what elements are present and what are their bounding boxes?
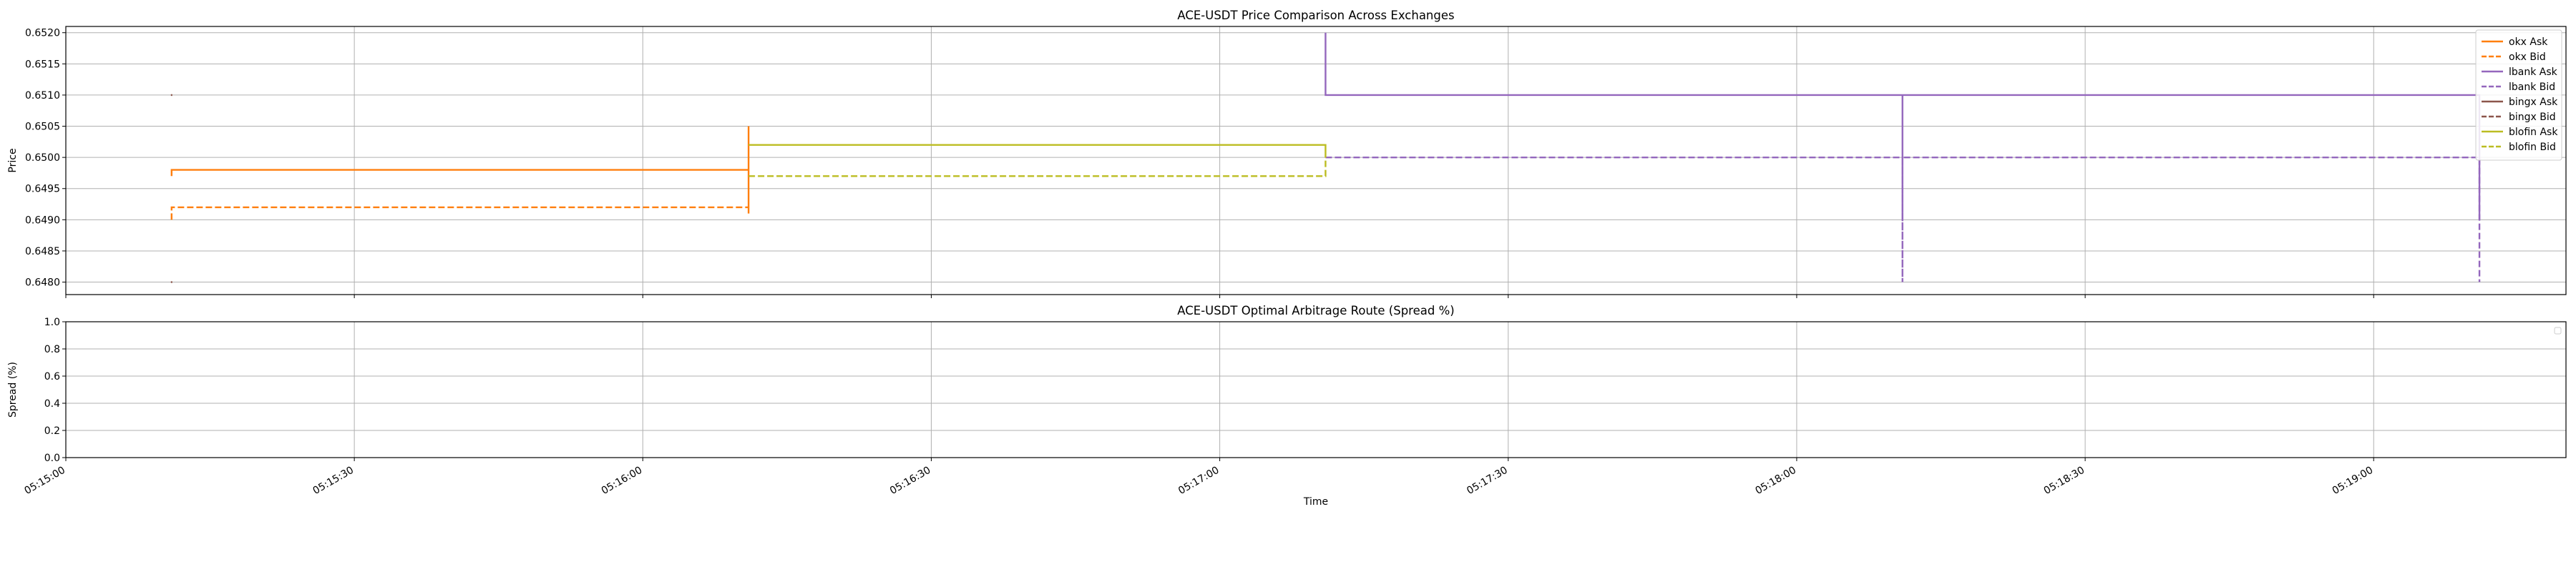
y-tick-label: 0.0 [44, 453, 60, 464]
series-lbank-bid [1325, 156, 2481, 282]
legend-label: blofin Ask [2509, 127, 2558, 138]
legend-label: okx Bid [2509, 51, 2546, 63]
legend-box-empty [2554, 327, 2562, 335]
plot-frame [65, 321, 2567, 458]
legend-label: okx Ask [2509, 36, 2548, 48]
y-tick-label: 0.6510 [25, 90, 60, 102]
x-tick-label: 05:16:00 [600, 465, 644, 497]
legend-label: lbank Ask [2509, 66, 2558, 78]
legend-box [2475, 29, 2562, 161]
y-tick-label: 0.6490 [25, 214, 60, 226]
y-tick-label: 0.4 [44, 398, 60, 410]
plot-1: ACE-USDT Price Comparison Across Exchang… [7, 9, 2567, 298]
y-tick-label: 0.6505 [25, 122, 60, 133]
y-tick-label: 0.6480 [25, 277, 60, 289]
x-tick-label: 05:18:30 [2042, 465, 2087, 497]
plot-2: ACE-USDT Optimal Arbitrage Route (Spread… [7, 304, 2567, 508]
legend-label: lbank Bid [2509, 82, 2555, 93]
y-tick-label: 0.6 [44, 371, 60, 383]
chart-title: ACE-USDT Optimal Arbitrage Route (Spread… [1177, 304, 1454, 317]
y-tick-label: 0.8 [44, 344, 60, 355]
x-tick-label: 05:16:30 [888, 465, 932, 497]
x-tick-label: 05:15:30 [311, 465, 356, 497]
legend-label: bingx Bid [2509, 112, 2556, 123]
y-tick-label: 0.6500 [25, 152, 60, 164]
series-blofin-ask [748, 144, 1327, 158]
chart-title: ACE-USDT Price Comparison Across Exchang… [1177, 9, 1454, 22]
y-axis-label: Spread (%) [7, 362, 19, 418]
y-tick-label: 0.6485 [25, 246, 60, 257]
y-tick-label: 0.2 [44, 425, 60, 437]
x-tick-label: 05:17:30 [1465, 465, 1509, 497]
y-tick-label: 0.6495 [25, 184, 60, 195]
y-tick-label: 0.6515 [25, 59, 60, 70]
y-tick-label: 0.6520 [25, 28, 60, 39]
legend-label: blofin Bid [2509, 142, 2556, 153]
plot-frame [65, 26, 2567, 295]
y-axis-label: Price [7, 148, 19, 172]
legend: okx Ask okx Bid lbank Ask lbank Bid bingx As… [2475, 29, 2562, 161]
y-tick-label: 1.0 [44, 317, 60, 328]
x-axis-label: Time [1303, 496, 1328, 508]
x-tick-label: 05:19:00 [2331, 465, 2375, 497]
series-blofin-bid [748, 157, 1327, 177]
x-tick-label: 05:15:00 [23, 465, 67, 497]
series-okx-bid [170, 206, 749, 220]
series-okx-ask [170, 126, 750, 214]
x-tick-label: 05:17:00 [1176, 465, 1221, 497]
x-tick-label: 05:18:00 [1753, 465, 1797, 497]
legend-label: bingx Ask [2509, 97, 2558, 108]
